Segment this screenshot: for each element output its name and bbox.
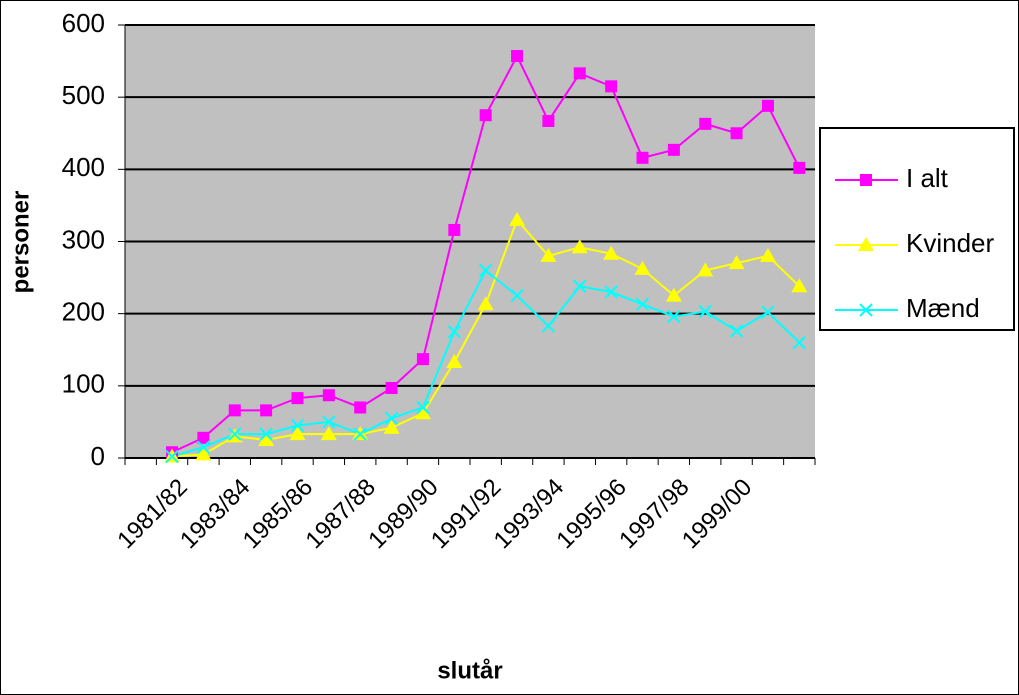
marker [258,431,275,446]
x-axis-label: slutår [437,657,502,684]
y-tick-label: 600 [62,8,105,38]
marker [730,127,743,140]
marker [260,404,273,417]
marker [289,426,306,441]
marker [858,237,874,251]
y-tick-label: 100 [62,369,105,399]
y-tick-label: 0 [91,441,105,471]
marker [571,239,588,254]
legend-label: Mænd [906,293,980,323]
marker [636,151,649,164]
marker [697,262,714,277]
marker [665,287,682,302]
marker [603,245,620,260]
marker [385,381,398,394]
marker [634,260,651,275]
marker [383,419,400,434]
marker [353,427,367,441]
marker [511,50,524,63]
marker [761,305,775,319]
marker [793,161,806,174]
marker [446,354,463,369]
marker [605,80,618,93]
marker [478,263,493,278]
marker [728,255,745,270]
y-axis-label: personer [7,191,34,294]
marker [667,309,681,324]
marker [761,99,774,112]
marker [448,223,461,236]
marker [635,297,650,311]
y-tick-label: 200 [62,297,105,327]
marker [197,431,210,444]
marker [416,353,429,366]
marker [792,335,807,350]
marker [354,401,367,414]
marker [573,279,587,293]
marker [729,324,744,338]
marker [290,418,305,433]
y-tick-label: 500 [62,80,105,110]
marker [196,440,211,454]
marker [228,427,242,441]
marker [698,304,712,319]
y-tick-label: 400 [62,152,105,182]
marker [759,247,776,262]
marker [604,285,618,299]
marker [259,427,273,441]
marker [320,426,337,441]
marker [291,392,304,405]
marker [509,211,526,226]
marker [228,404,241,417]
marker [384,411,399,426]
marker [699,117,712,130]
marker [573,67,586,80]
marker [165,449,179,464]
marker [791,278,808,293]
marker [195,446,212,461]
marker [510,288,524,303]
marker [414,405,431,420]
marker [541,319,556,333]
marker [322,415,336,429]
marker [860,174,872,186]
marker [477,296,494,311]
legend-box [819,127,1015,331]
marker [540,247,557,262]
legend-label: Kvinder [906,228,994,258]
marker [322,389,335,402]
marker [416,400,430,415]
marker [447,325,462,339]
marker [859,303,873,317]
marker [667,143,680,156]
marker [479,109,492,122]
y-tick-label: 300 [62,224,105,254]
marker [542,114,555,127]
legend-label: I alt [906,163,949,193]
